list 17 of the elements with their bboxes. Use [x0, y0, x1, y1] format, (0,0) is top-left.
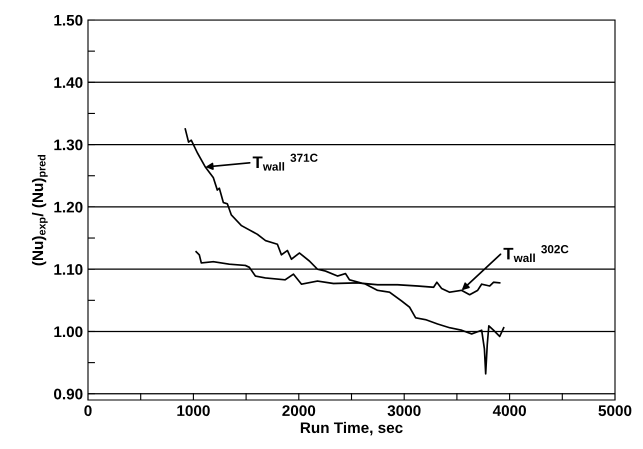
y-tick-label: 1.10: [54, 264, 83, 275]
x-axis-title: Run Time, sec: [300, 422, 403, 436]
annotation: T$_{wall}$ $^{371C}$: [252, 154, 318, 171]
x-tick-label: 1000: [177, 405, 210, 416]
x-tick-label: 4000: [492, 405, 526, 416]
y-tick-label: 1.30: [54, 139, 83, 150]
x-tick-label: 5000: [598, 405, 632, 416]
annotation: T$_{wall}$ $^{302C}$: [503, 245, 568, 262]
x-tick-label: 3000: [388, 405, 421, 416]
y-axis-title: (Nu)$_{exp}$/ (Nu)$_{pred}$: [32, 154, 48, 266]
y-tick-label: 1.00: [54, 326, 83, 338]
x-tick-label: 2000: [282, 405, 316, 416]
y-tick-label: 1.50: [54, 14, 83, 26]
y-tick-label: 0.90: [54, 388, 83, 400]
y-tick-label: 1.40: [54, 77, 83, 88]
x-tick-label: 0: [84, 405, 92, 416]
y-tick-label: 1.20: [54, 202, 83, 213]
